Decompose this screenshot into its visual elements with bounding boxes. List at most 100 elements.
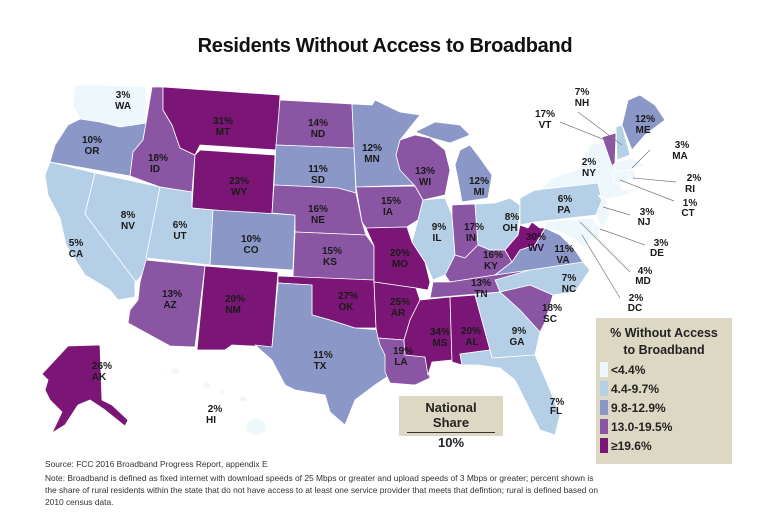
svg-text:LA: LA [394,357,407,368]
svg-text:CO: CO [244,245,259,256]
svg-text:TX: TX [314,361,327,372]
svg-text:MN: MN [364,154,380,165]
svg-text:8%: 8% [121,210,136,221]
svg-text:MA: MA [672,151,688,162]
svg-text:9%: 9% [512,326,527,337]
svg-text:TN: TN [474,289,487,300]
map-title: Residents Without Access to Broadband [197,35,573,57]
svg-text:ME: ME [636,125,651,136]
state-MI-upper[interactable] [414,121,471,144]
svg-text:IN: IN [466,233,476,244]
svg-text:20%: 20% [390,248,410,259]
state-HI[interactable] [170,367,267,436]
svg-text:7%: 7% [562,273,577,284]
state-ME[interactable] [621,94,666,151]
svg-text:3%: 3% [640,207,655,218]
svg-text:19%: 19% [393,346,413,357]
svg-text:PA: PA [557,205,570,216]
legend-swatch-icon [600,381,608,396]
svg-text:IA: IA [383,207,393,218]
definition-note: Note: Broadband is defined as fixed inte… [45,473,599,507]
legend-item: ≥19.6% [600,437,732,454]
svg-text:20%: 20% [461,326,481,337]
source-note: Source: FCC 2016 Broadband Progress Repo… [45,459,268,469]
svg-text:VT: VT [539,120,552,131]
state-MA[interactable] [614,157,646,173]
svg-text:UT: UT [173,231,186,242]
svg-text:AK: AK [92,372,107,383]
svg-text:34%: 34% [430,327,450,338]
state-MI[interactable] [454,144,493,203]
state-AZ[interactable] [127,259,206,348]
svg-text:CA: CA [69,249,83,260]
svg-text:RI: RI [685,184,695,195]
legend-swatch-icon [600,400,608,415]
svg-text:13%: 13% [415,166,435,177]
svg-text:1%: 1% [683,198,698,209]
svg-text:MD: MD [635,276,651,287]
svg-text:MO: MO [392,259,408,270]
svg-text:17%: 17% [464,222,484,233]
svg-text:WY: WY [231,187,247,198]
svg-text:ND: ND [311,129,325,140]
svg-text:DE: DE [650,248,664,259]
svg-text:9%: 9% [432,222,447,233]
state-MO[interactable] [365,226,431,291]
state-IL[interactable] [411,197,456,281]
svg-text:11%: 11% [313,350,333,361]
svg-text:15%: 15% [322,246,342,257]
legend-item: <4.4% [600,361,732,378]
svg-text:16%: 16% [308,204,328,215]
svg-text:11%: 11% [308,164,328,175]
legend-swatch-icon [600,419,608,434]
svg-text:25%: 25% [390,297,410,308]
legend-item: 13.0-19.5% [600,418,732,435]
legend-label: ≥19.6% [611,438,652,453]
svg-text:NC: NC [562,284,576,295]
national-share-box: National Share 10% [399,396,503,450]
svg-text:12%: 12% [469,176,489,187]
svg-text:6%: 6% [558,194,573,205]
state-NH[interactable] [615,124,631,161]
svg-text:NE: NE [311,215,325,226]
legend: % Without Access to Broadband <4.4% 4.4-… [596,318,732,464]
state-NV[interactable] [84,172,161,283]
legend-title-line1: % Without Access [610,326,718,340]
svg-text:HI: HI [206,415,216,426]
svg-text:AL: AL [465,337,478,348]
state-NJ[interactable] [595,194,611,229]
state-MD[interactable] [544,217,595,249]
svg-text:SD: SD [311,175,325,186]
legend-item: 4.4-9.7% [600,380,732,397]
state-WV[interactable] [504,221,546,263]
national-share-label: National Share [407,400,495,433]
state-FL[interactable] [459,349,561,436]
legend-label: 9.8-12.9% [611,400,666,415]
legend-label: <4.4% [611,362,646,377]
legend-title: % Without Access to Broadband [596,325,732,359]
svg-text:ID: ID [150,164,160,175]
state-CT[interactable] [611,169,631,185]
svg-text:4%: 4% [638,266,653,277]
svg-text:2%: 2% [629,293,644,304]
svg-text:7%: 7% [575,87,590,98]
state-NM[interactable] [196,265,279,351]
svg-text:13%: 13% [162,289,182,300]
legend-label: 13.0-19.5% [611,419,673,434]
svg-text:NM: NM [225,305,241,316]
legend-item: 9.8-12.9% [600,399,732,416]
svg-text:FL: FL [550,406,562,417]
state-WI[interactable] [395,134,451,201]
svg-text:OK: OK [339,302,355,313]
svg-text:7%: 7% [550,397,565,408]
svg-text:GA: GA [510,337,525,348]
state-TX[interactable] [254,282,391,426]
legend-swatch-icon [600,362,608,377]
svg-text:18%: 18% [148,153,168,164]
svg-text:KY: KY [484,261,498,272]
legend-swatch-icon [600,438,608,453]
state-labels: 3% WA 10% OR 5% CA 8% NV 18% ID 31% MT 2… [69,87,702,426]
state-AK[interactable] [41,344,129,434]
svg-text:NY: NY [582,168,596,179]
